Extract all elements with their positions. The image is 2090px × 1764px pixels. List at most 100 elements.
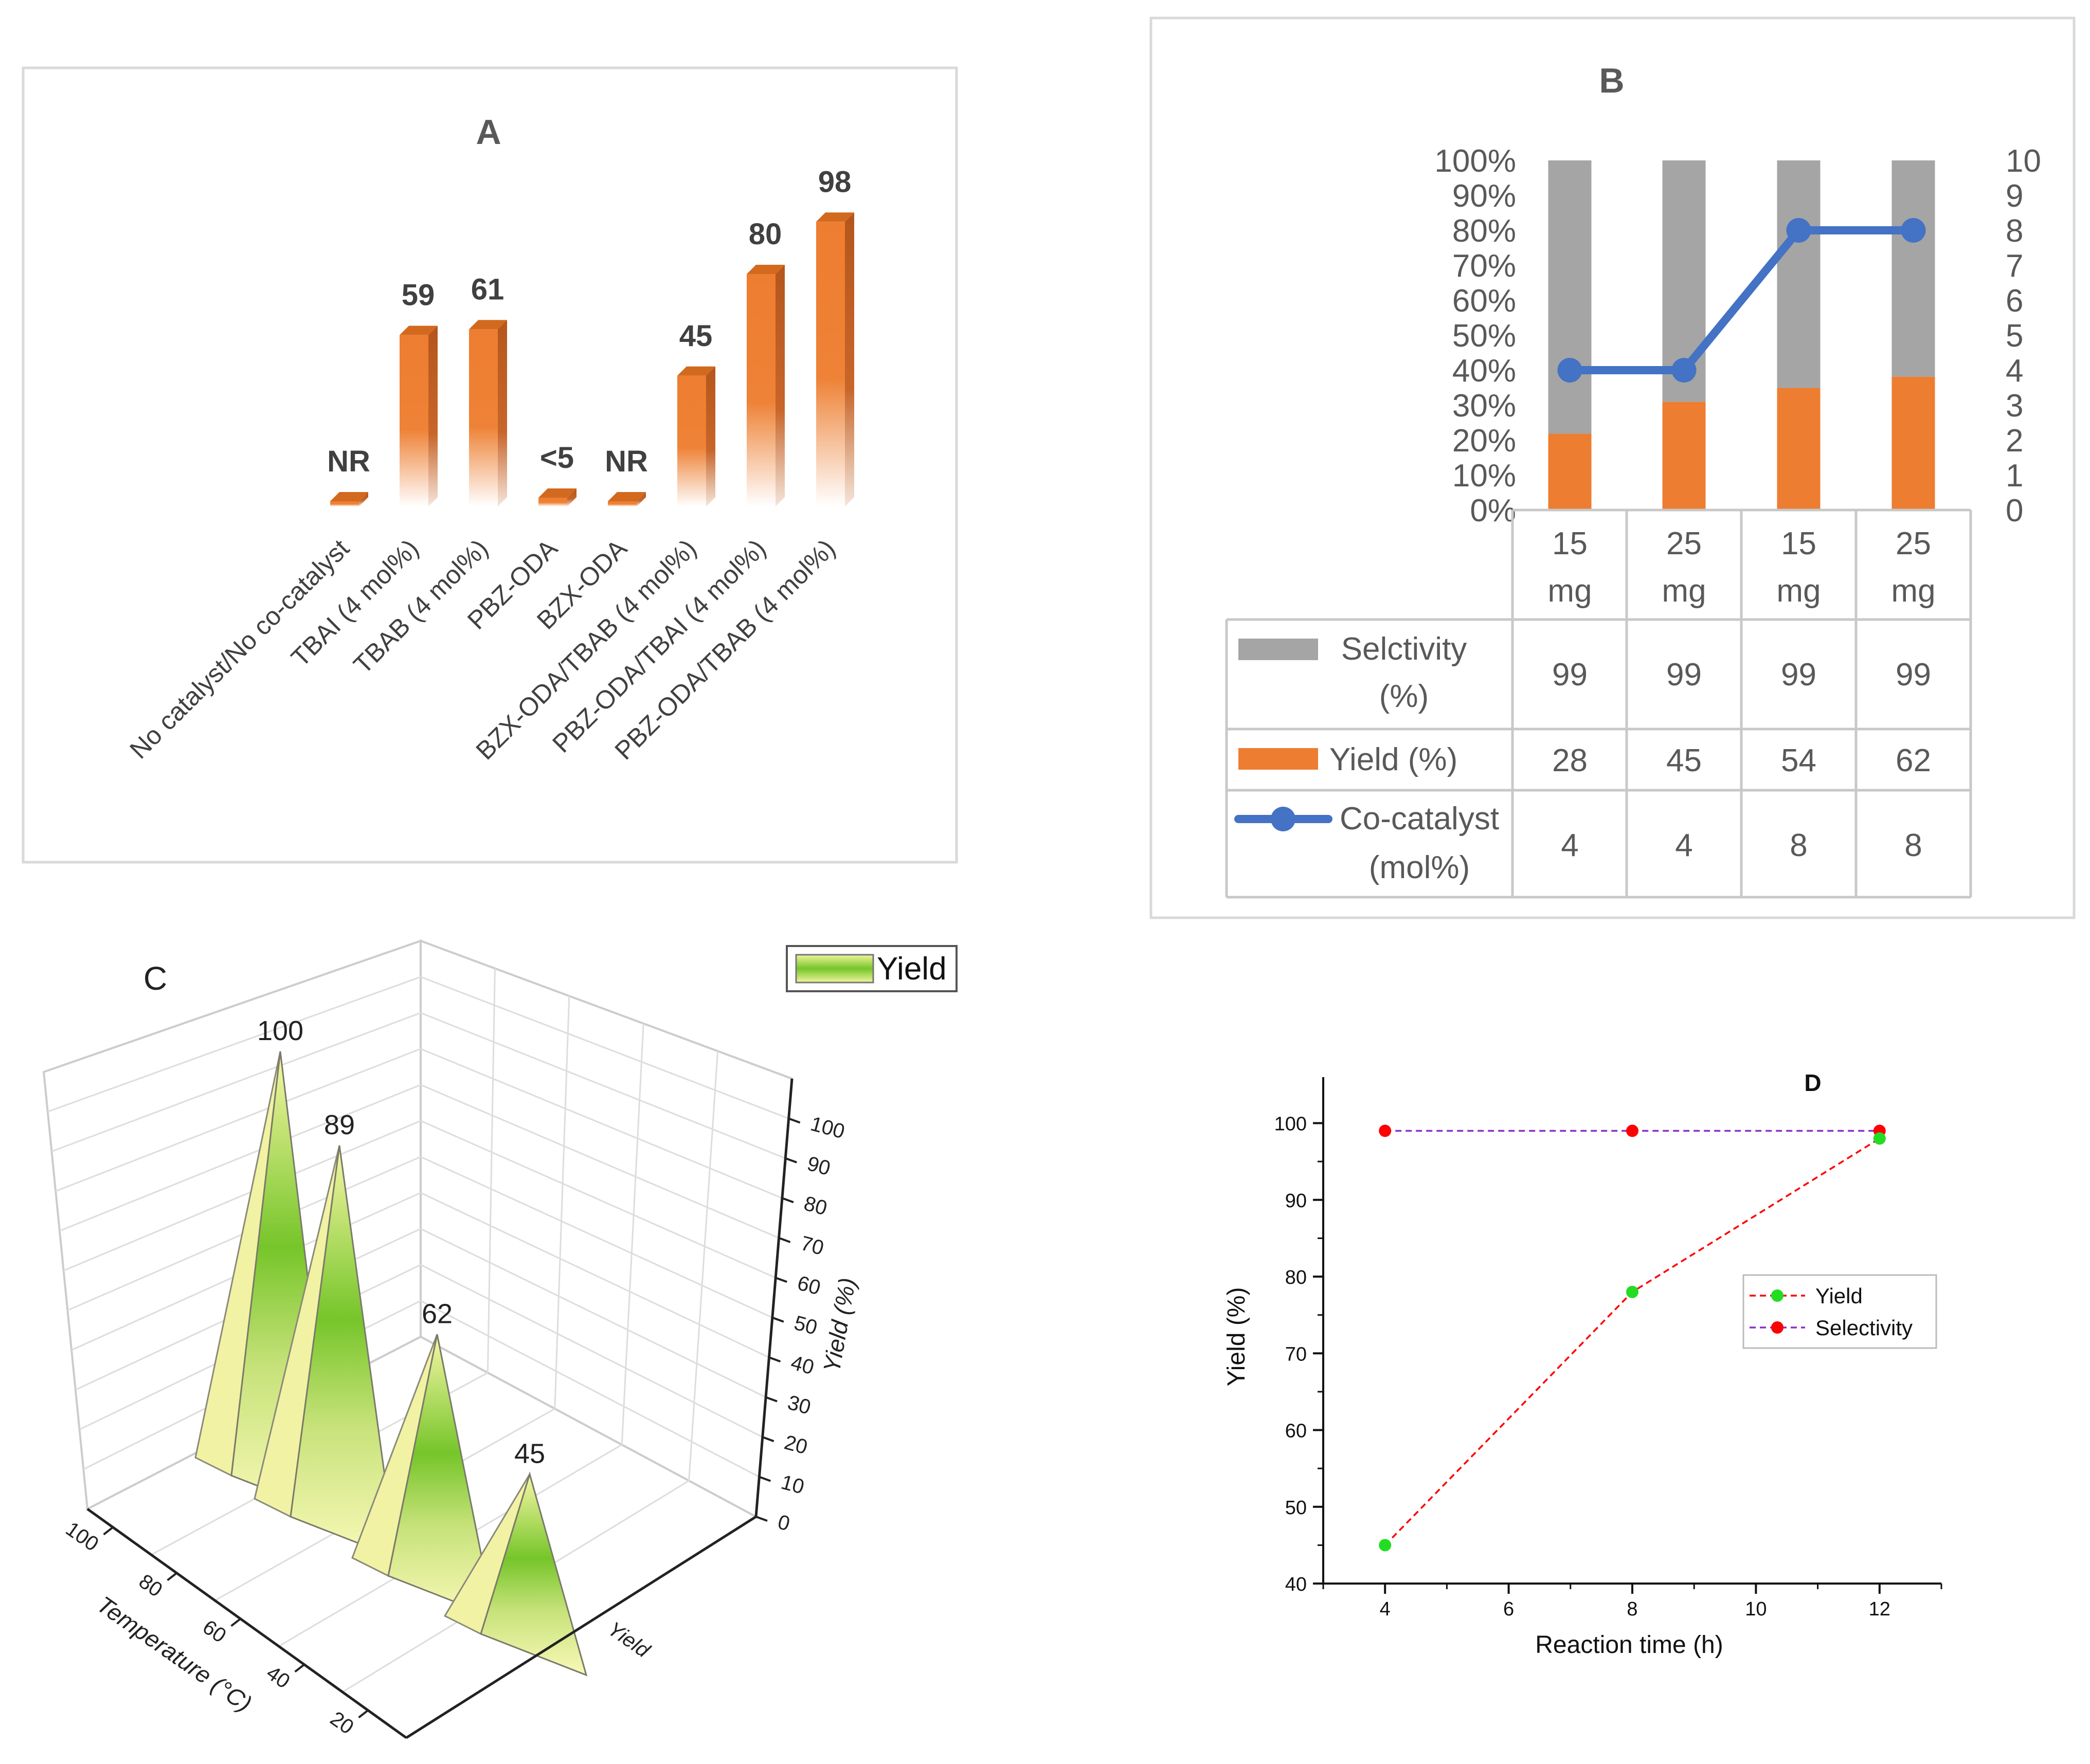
- panel-b-right-tick-label: 4: [2006, 353, 2023, 389]
- panel-b-table-cell: 99: [1781, 657, 1816, 693]
- panel-b-category-label: mg: [1891, 573, 1935, 609]
- panel-d-axes: 40 50 60 70 80 90 100 4 6 8 10 12: [1274, 1077, 1942, 1620]
- panel-d-legend-marker: [1771, 1289, 1783, 1302]
- panel-b-table-cell: 8: [1790, 828, 1807, 863]
- panel-c-yield-tick-label: 50: [791, 1312, 819, 1339]
- panel-c-legend: Yield: [786, 945, 958, 992]
- panel-b-left-tick-label: 70%: [1452, 248, 1516, 284]
- panel-b-right-tick-label: 3: [2006, 388, 2023, 424]
- panel-d-y-tick-label: 80: [1285, 1267, 1307, 1288]
- panel-c-temperature-tick-label: 40: [262, 1661, 294, 1693]
- panel-c-yield-tick-label: 100: [808, 1113, 847, 1143]
- panel-c-data-label: 100: [257, 1015, 303, 1046]
- panel-b-table-cell: 99: [1896, 657, 1931, 693]
- panel-b-bar-yield: [1777, 388, 1821, 510]
- panel-a-bar-top: [538, 488, 576, 498]
- panel-d-legend: Yield Selectivity: [1742, 1274, 1937, 1349]
- panel-d-legend-label: Yield: [1815, 1284, 1863, 1308]
- panel-c-gridline: [487, 968, 496, 1373]
- panel-b-table-cell: 99: [1552, 657, 1588, 693]
- panel-c-legend-label: Yield: [877, 951, 947, 987]
- panel-a-data-label: 98: [818, 165, 852, 198]
- panel-c-temperature-tick-label: 80: [135, 1570, 167, 1602]
- panel-c-yield-tick-label: 20: [782, 1431, 809, 1459]
- panel-b-right-tick-label: 0: [2006, 493, 2023, 529]
- panel-a-bar-side: [706, 366, 715, 506]
- panel-a-data-label: NR: [327, 445, 370, 478]
- panel-c-temperature-tick-label: 20: [326, 1707, 358, 1739]
- panel-c-yield-tick-label: 30: [785, 1391, 813, 1419]
- panel-c-yield-tick: [772, 1316, 784, 1323]
- panel-c-yield-tick-label: 10: [779, 1471, 806, 1499]
- panel-a-data-labels: NR 59 61 <5 NR 45 80 98: [327, 165, 851, 478]
- panel-c-pyramid: [387, 1334, 495, 1618]
- panel-a-bar-side: [776, 265, 785, 506]
- panel-b-right-tick-label: 7: [2006, 248, 2023, 284]
- panel-b-category-label: 15: [1552, 526, 1588, 561]
- panel-b-left-tick-label: 80%: [1452, 213, 1516, 249]
- panel-b-bar-yield: [1891, 376, 1935, 510]
- panel-b-right-tick-label: 5: [2006, 318, 2023, 354]
- panel-c-data-label: 45: [514, 1438, 545, 1469]
- panel-b-row-label: Co-catalyst: [1340, 801, 1499, 836]
- panel-a-bar-side: [498, 320, 507, 506]
- panel-b-right-tick-label: 6: [2006, 283, 2023, 319]
- panel-b-bar-yield: [1548, 433, 1592, 510]
- panel-b-co-catalyst-marker: [1557, 358, 1582, 383]
- panel-c-yield-tick: [762, 1436, 774, 1442]
- panel-a-bar: [747, 274, 776, 506]
- panel-c-category-axis-label: Yield: [604, 1617, 655, 1663]
- panel-c-temperature-tick: [230, 1618, 241, 1627]
- panel-c-gridline: [420, 1156, 773, 1319]
- panel-c-gridline: [554, 996, 570, 1409]
- panel-a-bar-side: [428, 325, 438, 506]
- panel-b-category-label: 25: [1896, 526, 1931, 561]
- panel-a-bar-top: [400, 325, 438, 335]
- panel-d-y-tick-label: 50: [1285, 1497, 1307, 1519]
- panel-b-frame: [1149, 16, 2076, 919]
- panel-c-yield-axis-label: Yield (%): [818, 1276, 861, 1374]
- panel-b-category-label: 15: [1781, 526, 1816, 561]
- panel-b-right-tick-label: 2: [2006, 423, 2023, 459]
- panel-b-row-label: (%): [1379, 679, 1429, 714]
- panel-a-bar-top: [677, 366, 715, 376]
- panel-b-row-label: Selctivity: [1341, 631, 1467, 667]
- panel-b-co-catalyst-marker: [1786, 218, 1811, 243]
- panel-c-yield-tick: [778, 1236, 791, 1243]
- panel-d-x-tick-label: 8: [1627, 1598, 1637, 1620]
- panel-c-gridline: [420, 976, 789, 1119]
- panel-a-data-label: <5: [540, 441, 574, 475]
- panel-c-title: C: [143, 960, 167, 997]
- panel-a-bar-top: [469, 320, 507, 330]
- panel-d-y-tick-label: 90: [1285, 1190, 1307, 1212]
- panel-d-legend-marker: [1771, 1321, 1783, 1334]
- panel-a-bar-side: [845, 212, 854, 506]
- panel-b-right-tick-label: 9: [2006, 178, 2023, 214]
- panel-c-yield-tick-label: 70: [798, 1232, 826, 1260]
- panel-c-yield-tick: [775, 1277, 787, 1283]
- panel-c-yield-tick: [788, 1117, 801, 1124]
- panel-b-bar-selectivity: [1891, 160, 1935, 377]
- panel-a-bar: [816, 222, 845, 506]
- panel-c-temperature-tick: [103, 1526, 114, 1536]
- panel-a-data-label: NR: [605, 445, 648, 478]
- panel-c-yield-tick: [765, 1396, 778, 1403]
- panel-b-legend-marker-co-catalyst: [1271, 807, 1295, 831]
- panel-a-data-label: 80: [749, 217, 782, 251]
- panel-b-row-label: (mol%): [1369, 850, 1470, 885]
- panel-c-gridline: [420, 1192, 770, 1358]
- panel-c-gridline: [420, 1120, 776, 1279]
- panel-c-3d-frame: [42, 939, 794, 1739]
- panel-c-gridline: [688, 1051, 719, 1481]
- panel-c-yield-tick: [782, 1197, 794, 1204]
- panel-d-y-axis-label: Yield (%): [1223, 1287, 1250, 1387]
- panel-c-yield-tick-label: 40: [788, 1351, 816, 1379]
- panel-b-category-label: mg: [1547, 573, 1592, 609]
- panel-a-data-label: 61: [471, 272, 505, 306]
- panel-d-x-tick-label: 12: [1869, 1598, 1890, 1620]
- panel-b-left-tick-label: 40%: [1452, 353, 1516, 389]
- panel-b-bar-selectivity: [1548, 160, 1592, 434]
- panel-b-left-tick-label: 50%: [1452, 318, 1516, 354]
- panel-c-gridline: [420, 1012, 786, 1159]
